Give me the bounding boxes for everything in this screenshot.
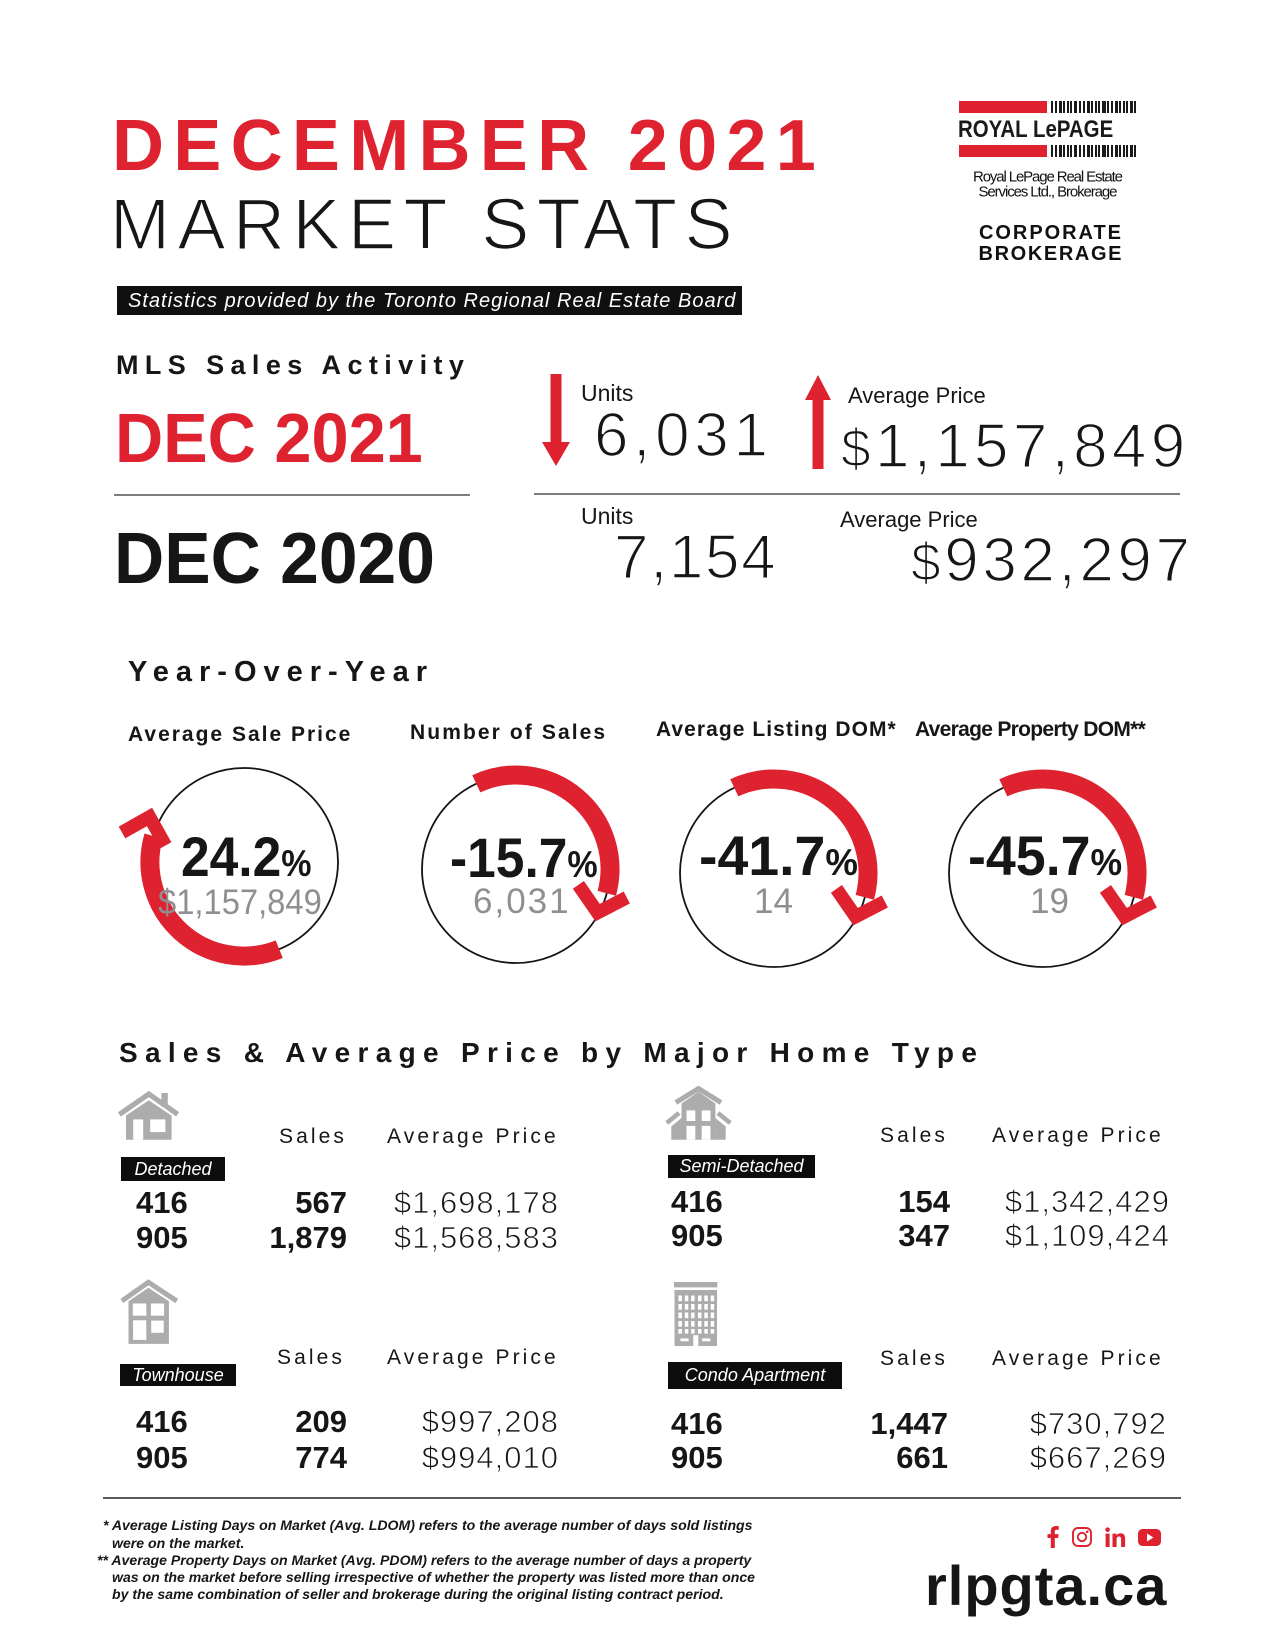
- svg-text:CORPORATE: CORPORATE: [979, 222, 1121, 244]
- svg-text:Royal LePage Real Estate: Royal LePage Real Estate: [973, 169, 1123, 186]
- svg-text:ROYAL LePAGE: ROYAL LePAGE: [958, 115, 1113, 142]
- svg-text:Services Ltd., Brokerage: Services Ltd., Brokerage: [979, 184, 1118, 201]
- svg-text:BROKERAGE: BROKERAGE: [979, 243, 1122, 265]
